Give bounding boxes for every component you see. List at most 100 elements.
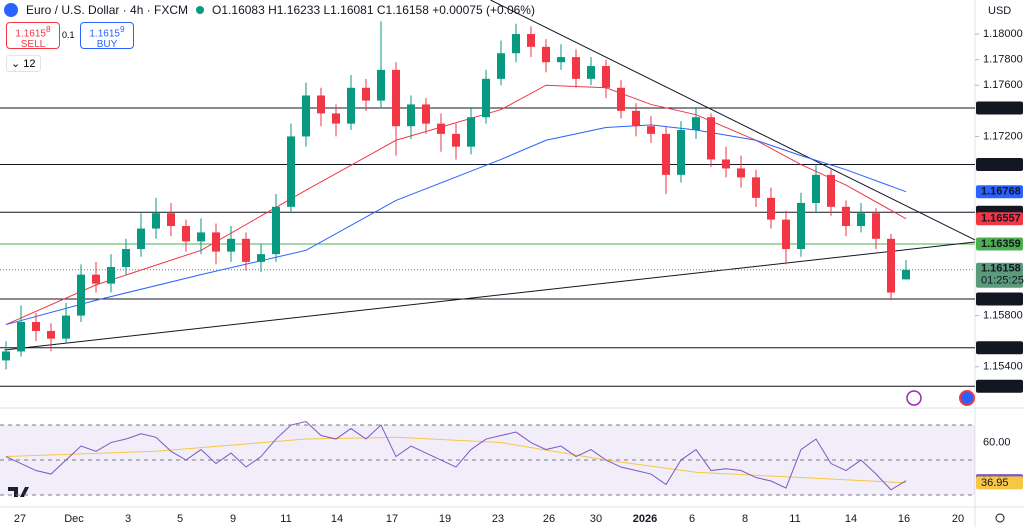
candle-body: [32, 321, 40, 331]
header: Euro / U.S. Dollar · 4h · FXCM O1.16083 …: [4, 2, 535, 18]
x-tick-label: Dec: [64, 513, 84, 525]
trendline: [490, 0, 976, 241]
level-label: 1.16359: [981, 238, 1021, 250]
ma-label-bg: [976, 212, 1023, 226]
x-tick-label: 27: [14, 513, 26, 525]
y-tick-label: 1.15400: [983, 361, 1023, 373]
candle-body: [617, 87, 625, 111]
y-tick-label: 1.15800: [983, 310, 1023, 322]
trendline: [4, 241, 976, 351]
candle-body: [797, 202, 805, 250]
candle-body: [872, 213, 880, 239]
candle-body: [512, 34, 520, 54]
current-price-bg: [976, 262, 1023, 288]
candle-body: [527, 34, 535, 47]
candle-body: [152, 213, 160, 229]
flag-icon[interactable]: [959, 390, 975, 406]
candle-body: [662, 133, 670, 175]
candle-body: [62, 315, 70, 339]
candle-body: [737, 168, 745, 178]
tv-logo: [8, 487, 29, 497]
level-label-bg: [976, 237, 1023, 251]
candle-body: [692, 117, 700, 131]
rsi-ma-line: [5, 436, 907, 484]
candle-body: [77, 274, 85, 316]
x-tick-label: 19: [439, 513, 451, 525]
candle-body: [392, 69, 400, 127]
candle-body: [377, 69, 385, 101]
current-price-label: 1.16158: [981, 263, 1021, 275]
candle-body: [272, 206, 280, 255]
rsi-ma-label: 36.95: [981, 477, 1009, 489]
candle-body: [887, 238, 895, 293]
candle-body: [47, 330, 55, 339]
rsi-ma-label-bg: [976, 476, 1023, 490]
x-tick-label: 5: [177, 513, 183, 525]
level-label-bg: [976, 379, 1023, 393]
candle-body: [2, 351, 10, 361]
buy-label: BUY: [96, 39, 118, 51]
y-tick-label: 1.18000: [983, 28, 1023, 40]
buy-button[interactable]: 1.16159 BUY: [80, 22, 134, 51]
candle-body: [287, 136, 295, 207]
x-tick-label: 20: [952, 513, 964, 525]
candle-body: [812, 174, 820, 203]
candle-body: [722, 159, 730, 169]
ma-label: 1.16557: [981, 213, 1021, 225]
alert-icon[interactable]: [906, 390, 922, 406]
y-tick-label: 1.17600: [983, 79, 1023, 91]
x-tick-label: 14: [845, 513, 857, 525]
candle-body: [677, 130, 685, 175]
candle-body: [842, 206, 850, 227]
sell-pip: 8: [45, 24, 51, 34]
level-label: 1.1593: [981, 293, 1015, 305]
candle-body: [407, 104, 415, 127]
x-tick-label: 11: [280, 513, 291, 525]
candle-body: [572, 57, 580, 79]
x-tick-label: 9: [230, 513, 236, 525]
y-tick-label: 1.17200: [983, 130, 1023, 142]
candle-body: [227, 238, 235, 252]
candle-body: [302, 95, 310, 137]
symbol: Euro / U.S. Dollar · 4h · FXCM: [26, 3, 189, 17]
sell-label: SELL: [20, 39, 46, 51]
ohlc: O1.16083 H1.16233 L1.16081 C1.16158 +0.0…: [212, 3, 535, 17]
candle-body: [332, 113, 340, 124]
level-label: 1.15549: [981, 342, 1021, 354]
candle-body: [242, 238, 250, 262]
candle-body: [107, 266, 115, 284]
candle-body: [752, 177, 760, 198]
candle-body: [167, 213, 175, 227]
candle-body: [767, 197, 775, 220]
candle-body: [587, 66, 595, 79]
x-tick-label: 11: [789, 513, 800, 525]
candle-body: [257, 254, 265, 262]
x-tick-label: 6: [689, 513, 695, 525]
currency: USD: [988, 5, 1011, 17]
ma-label-bg: [976, 185, 1023, 199]
level-label-bg: [976, 101, 1023, 115]
candle-body: [647, 126, 655, 134]
rsi-pane: 60.0038.2236.95: [0, 420, 1023, 496]
level-label-bg: [976, 292, 1023, 306]
x-tick-label: 23: [492, 513, 504, 525]
buy-pip: 9: [119, 24, 125, 34]
indicator-toggle[interactable]: ⌄ 12: [6, 55, 41, 72]
buy-price: 1.1615: [89, 28, 120, 40]
candle-body: [857, 213, 865, 227]
candle-body: [362, 87, 370, 101]
candle-body: [437, 123, 445, 134]
x-tick-label: 3: [125, 513, 131, 525]
candle-body: [632, 110, 640, 127]
sell-button[interactable]: 1.16158 SELL: [6, 22, 60, 51]
settings-icon[interactable]: [995, 513, 1005, 523]
symbol-icon: [4, 3, 18, 17]
level-label: 1.15248: [981, 380, 1021, 392]
candle-body: [122, 249, 130, 267]
candle-body: [782, 219, 790, 250]
candle-body: [197, 232, 205, 242]
x-tick-label: 16: [898, 513, 910, 525]
